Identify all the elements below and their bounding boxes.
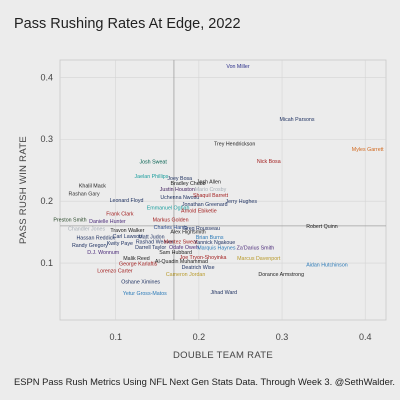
player-label: Yannick Ngakoue [194, 240, 235, 246]
player-label: Jihad Ward [211, 290, 238, 296]
player-labels: Von Miller Micah Parsons Trey Hendrickson M… [53, 64, 384, 297]
y-axis-ticks: 0.1 0.2 0.3 0.4 [40, 72, 53, 268]
player-label: Myles Garrett [352, 147, 384, 153]
player-label: Danielle Hunter [89, 219, 126, 225]
player-label: Jonathan Greenard [182, 202, 228, 208]
player-label: George Karlaftis [119, 262, 158, 268]
player-label: Emmanuel Ogbah [147, 205, 190, 211]
player-label: Montez Sweat [164, 239, 198, 245]
player-label: Darrell Taylor [135, 245, 166, 251]
player-label: Yetur Gross-Matos [123, 291, 167, 297]
player-label: Brian Burns [196, 235, 224, 241]
player-label: Joey Bosa [167, 176, 192, 182]
y-tick-label: 0.3 [40, 134, 53, 144]
chart-title: Pass Rushing Rates At Edge, 2022 [14, 16, 241, 32]
player-label: Marquis Haynes [197, 246, 236, 252]
player-label: Nick Bosa [257, 159, 281, 165]
y-axis-label: PASS RUSH WIN RATE [18, 136, 29, 244]
y-tick-label: 0.1 [40, 258, 53, 268]
player-label: Josh Allen [197, 179, 221, 185]
y-tick-label: 0.2 [40, 196, 53, 206]
player-label: Sam Hubbard [159, 250, 192, 256]
player-label: Trey Hendrickson [214, 142, 255, 148]
player-label: Micah Parsons [279, 117, 314, 123]
player-label: Aidan Hutchinson [306, 262, 348, 268]
player-label: Jerry Hughes [226, 199, 258, 205]
player-label: Preston Smith [53, 218, 86, 224]
player-label: Malik Reed [123, 256, 150, 262]
player-label: Carl Lawson [113, 234, 142, 240]
player-label: Frank Clark [106, 212, 134, 218]
x-axis-label: DOUBLE TEAM RATE [173, 350, 273, 361]
player-label: Marcus Davenport [237, 256, 281, 262]
x-axis-ticks: 0.1 0.2 0.3 0.4 [109, 332, 371, 342]
chart-caption: ESPN Pass Rush Metrics Using NFL Next Ge… [14, 376, 396, 387]
player-label: Odafe Oweh [169, 245, 199, 251]
player-label: Von Miller [226, 64, 249, 70]
player-label: Travon Walker [110, 228, 144, 234]
player-label: Rashan Gary [69, 192, 101, 198]
player-label: Hassan Reddick [76, 236, 115, 242]
player-label: Dorance Armstrong [258, 272, 304, 278]
player-label: Al-Quadin Muhammad [155, 259, 208, 265]
player-label: Robert Quinn [306, 224, 338, 230]
player-label: Charles Harris [154, 225, 188, 231]
reference-lines [60, 60, 386, 320]
player-label: Cameron Jordan [166, 272, 206, 278]
player-label: Leonard Floyd [110, 198, 144, 204]
player-label: Jaelan Phillips [135, 174, 169, 180]
plot-panel [59, 59, 387, 321]
grid-lines [60, 60, 386, 320]
player-label: Chandler Jones [68, 226, 105, 232]
player-label: Uchenna Nwosu [160, 195, 199, 201]
player-label: Khalil Mack [79, 184, 106, 190]
player-label: Joe Tryon-Shoyinka [180, 255, 227, 261]
x-tick-label: 0.4 [359, 332, 372, 342]
player-label: Matt Judon [138, 234, 164, 240]
player-label: Markus Golden [153, 218, 189, 224]
player-label: Kwity Paye [107, 241, 133, 247]
x-tick-label: 0.1 [109, 332, 122, 342]
x-tick-label: 0.2 [193, 332, 206, 342]
player-label: Shaquil Barrett [193, 193, 229, 199]
player-label: Alex Highsmith [170, 229, 205, 235]
player-label: Za'Darius Smith [237, 246, 275, 252]
player-label: Mario Crosby [195, 187, 227, 193]
player-label: D.J. Wonnum [87, 250, 120, 256]
player-label: Justin Houston [160, 187, 195, 193]
player-label: Greg Rousseau [183, 226, 220, 232]
player-label: Oshane Ximines [121, 280, 160, 286]
player-label: Bradley Chubb [171, 181, 206, 187]
player-label: Arnold Ebiketie [181, 208, 217, 214]
player-label: Lorenzo Carter [97, 268, 133, 274]
player-label: Josh Sweat [139, 160, 167, 166]
player-label: Deatrich Wise [182, 265, 215, 271]
player-label: Rashad Weaver [136, 239, 174, 245]
y-tick-label: 0.4 [40, 72, 53, 82]
player-label: Randy Gregory [72, 243, 108, 249]
x-tick-label: 0.3 [276, 332, 289, 342]
